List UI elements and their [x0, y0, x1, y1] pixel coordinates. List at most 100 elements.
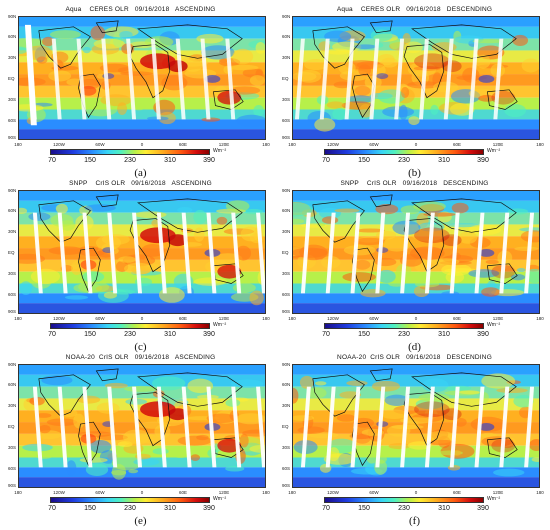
colorbar-tick-label: 390 — [203, 157, 215, 164]
latitude-label: EQ — [282, 250, 289, 255]
longitude-label: 120E — [492, 316, 504, 321]
longitude-label: 0 — [414, 316, 418, 321]
latitude-label: 30N — [8, 403, 17, 408]
longitude-label: 60E — [452, 316, 462, 321]
olr-map — [292, 364, 540, 488]
latitude-label: 90N — [8, 362, 17, 367]
colorbar-tick-label: 70 — [48, 331, 56, 338]
colorbar-unit: Wm⁻² — [213, 322, 227, 328]
panel-title: NOAA-20 CrIS OLR 09/16/2018 DESCENDING — [337, 354, 492, 361]
latitude-label: 30S — [8, 97, 17, 102]
longitude-label: 120E — [218, 142, 230, 147]
colorbar-tick-label: 230 — [398, 157, 410, 164]
latitude-label: 90S — [8, 309, 17, 314]
latitude-label: EQ — [282, 76, 289, 81]
panel-label: (b) — [408, 167, 421, 179]
latitude-label: 60S — [282, 466, 291, 471]
olr-field-image — [293, 365, 539, 487]
olr-map — [292, 16, 540, 140]
latitude-label: 60S — [282, 118, 291, 123]
latitude-label: 60S — [8, 118, 17, 123]
longitude-label: 60W — [369, 316, 379, 321]
latitude-label: 30N — [282, 403, 291, 408]
latitude-label: 30N — [8, 55, 17, 60]
longitude-label: 180 — [262, 490, 270, 495]
longitude-label: 60W — [95, 490, 105, 495]
olr-field-image — [19, 191, 265, 313]
longitude-label: 120E — [218, 316, 230, 321]
olr-map-panel: NOAA-20 CrIS OLR 09/16/2018 ASCENDING 90N… — [8, 354, 273, 527]
olr-map — [18, 364, 266, 488]
longitude-label: 120W — [327, 142, 339, 147]
olr-map-panel: SNPP CrIS OLR 09/16/2018 ASCENDING 90N 60N… — [8, 180, 273, 353]
longitude-label: 120W — [327, 490, 339, 495]
colorbar-tick-label: 70 — [48, 505, 56, 512]
latitude-label: 90S — [8, 135, 17, 140]
longitude-label: 0 — [414, 490, 418, 495]
colorbar — [324, 149, 484, 155]
latitude-label: EQ — [282, 424, 289, 429]
colorbar-unit: Wm⁻² — [213, 496, 227, 502]
latitude-label: EQ — [8, 250, 15, 255]
longitude-label: 0 — [140, 316, 144, 321]
colorbar-unit: Wm⁻² — [487, 496, 501, 502]
colorbar-tick-label: 70 — [322, 157, 330, 164]
colorbar-tick-label: 390 — [203, 505, 215, 512]
panel-label: (a) — [134, 167, 147, 179]
latitude-label: EQ — [8, 76, 15, 81]
latitude-label: 60S — [282, 292, 291, 297]
latitude-label: 60S — [8, 466, 17, 471]
longitude-label: 60W — [369, 142, 379, 147]
longitude-label: 60E — [178, 490, 188, 495]
longitude-label: 120W — [53, 316, 65, 321]
olr-map-panel: Aqua CERES OLR 09/16/2018 DESCENDING 90N 6… — [282, 6, 547, 179]
longitude-label: 60E — [178, 316, 188, 321]
latitude-label: 60N — [8, 382, 17, 387]
colorbar-unit: Wm⁻² — [213, 148, 227, 154]
colorbar-tick-label: 70 — [48, 157, 56, 164]
olr-field-image — [293, 17, 539, 139]
latitude-label: 30N — [282, 55, 291, 60]
longitude-label: 120W — [53, 142, 65, 147]
longitude-label: 180 — [288, 316, 296, 321]
panel-title: Aqua CERES OLR 09/16/2018 DESCENDING — [336, 6, 493, 13]
longitude-label: 60W — [95, 142, 105, 147]
latitude-label: 60N — [8, 208, 17, 213]
latitude-label: 30N — [8, 229, 17, 234]
longitude-label: 180 — [14, 490, 22, 495]
latitude-label: 60S — [8, 292, 17, 297]
latitude-label: 90S — [282, 483, 291, 488]
olr-map-panel: NOAA-20 CrIS OLR 09/16/2018 DESCENDING 90… — [282, 354, 547, 527]
olr-field-image — [19, 17, 265, 139]
longitude-label: 60W — [95, 316, 105, 321]
latitude-label: 60N — [8, 34, 17, 39]
colorbar-tick-label: 310 — [438, 505, 450, 512]
colorbar-tick-label: 390 — [203, 331, 215, 338]
colorbar-tick-label: 70 — [322, 331, 330, 338]
panel-title: SNPP CrIS OLR 09/16/2018 DESCENDING — [340, 180, 489, 187]
latitude-label: 90N — [8, 188, 17, 193]
longitude-label: 120W — [53, 490, 65, 495]
latitude-label: EQ — [8, 424, 15, 429]
colorbar-tick-label: 150 — [84, 505, 96, 512]
latitude-label: 30S — [8, 445, 17, 450]
latitude-label: 90S — [8, 483, 17, 488]
colorbar-tick-label: 230 — [398, 505, 410, 512]
panel-label: (f) — [409, 515, 420, 527]
latitude-label: 60N — [282, 382, 291, 387]
longitude-label: 180 — [536, 316, 544, 321]
colorbar-tick-label: 150 — [84, 331, 96, 338]
latitude-label: 60N — [282, 208, 291, 213]
longitude-label: 0 — [140, 490, 144, 495]
latitude-label: 30S — [282, 271, 291, 276]
longitude-label: 120E — [492, 142, 504, 147]
colorbar-tick-label: 310 — [438, 157, 450, 164]
panel-title: SNPP CrIS OLR 09/16/2018 ASCENDING — [69, 180, 212, 187]
longitude-label: 180 — [536, 490, 544, 495]
panel-title: Aqua CERES OLR 09/16/2018 ASCENDING — [65, 6, 216, 13]
longitude-label: 0 — [140, 142, 144, 147]
longitude-label: 180 — [536, 142, 544, 147]
colorbar-tick-label: 390 — [477, 157, 489, 164]
longitude-label: 60E — [452, 490, 462, 495]
latitude-label: 90S — [282, 135, 291, 140]
